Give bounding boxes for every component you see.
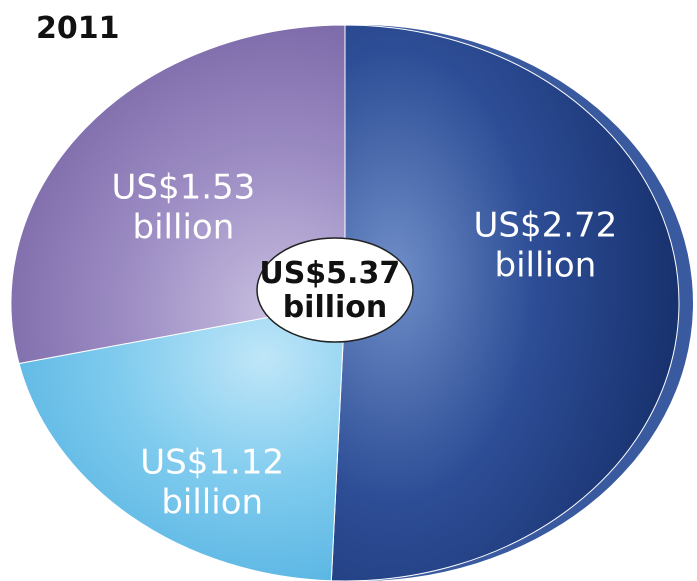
slice-amount: US$1.53: [111, 168, 255, 208]
pie-slice-1: [330, 24, 680, 581]
pie-slice-2: [18, 302, 346, 581]
total-badge: [256, 237, 414, 343]
slice-amount: US$2.72: [473, 205, 617, 245]
slice-label-3: US$1.53 billion: [111, 168, 255, 248]
total-label: US$5.37 billion: [259, 256, 410, 325]
slice-amount: US$1.12: [140, 443, 284, 483]
slice-label-2: US$1.12 billion: [140, 443, 284, 523]
chart-title: 2011: [36, 11, 120, 46]
slice-unit: billion: [133, 208, 235, 248]
total-amount: US$5.37: [259, 256, 400, 291]
total-unit: billion: [283, 290, 388, 325]
slice-label-1: US$2.72 billion: [473, 205, 617, 285]
slice-unit: billion: [495, 245, 597, 285]
slice-unit: billion: [161, 483, 263, 523]
